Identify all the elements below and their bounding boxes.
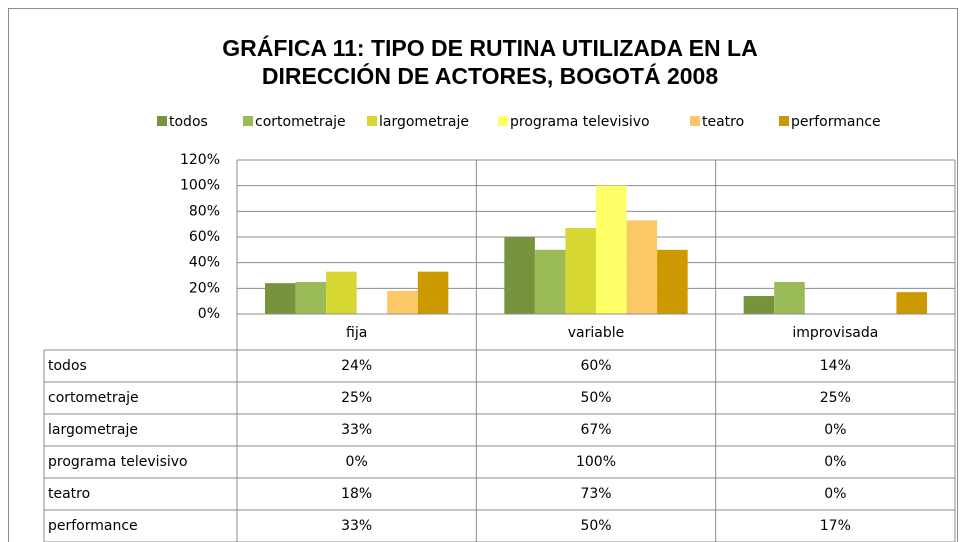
bar: [504, 237, 535, 314]
bar: [896, 292, 927, 314]
table-cell: 0%: [824, 486, 846, 502]
y-tick-label: 0%: [198, 306, 220, 322]
bar: [774, 281, 805, 314]
table-cell: 100%: [576, 454, 616, 470]
legend-label: teatro: [702, 114, 744, 130]
table-row-label: todos: [48, 358, 87, 374]
table-row-label: largometraje: [48, 422, 138, 438]
chart-title: GRÁFICA 11: TIPO DE RUTINA UTILIZADA EN …: [222, 34, 757, 61]
legend-label: performance: [791, 114, 881, 130]
bar: [657, 249, 688, 314]
table-cell: 25%: [341, 390, 372, 406]
table-cell: 50%: [580, 518, 611, 534]
x-tick-label: improvisada: [792, 325, 878, 341]
bar: [326, 271, 357, 314]
y-tick-label: 100%: [180, 178, 220, 194]
table-cell: 67%: [580, 422, 611, 438]
bar: [265, 283, 296, 314]
table-cell: 24%: [341, 358, 372, 374]
bar: [565, 228, 596, 314]
table-cell: 14%: [820, 358, 851, 374]
x-tick-label: variable: [568, 325, 624, 341]
legend-swatch: [157, 116, 167, 126]
legend-swatch: [779, 116, 789, 126]
table-cell: 25%: [820, 390, 851, 406]
chart-border: [8, 8, 958, 542]
bar: [417, 271, 449, 314]
table-cell: 73%: [580, 486, 611, 502]
table-cell: 17%: [820, 518, 851, 534]
legend-swatch: [690, 116, 700, 126]
legend-swatch: [498, 116, 508, 126]
legend-label: todos: [169, 114, 208, 130]
legend-label: largometraje: [379, 114, 469, 130]
legend-label: programa televisivo: [510, 114, 650, 130]
bar: [743, 296, 775, 314]
bar: [534, 249, 566, 314]
table-cell: 0%: [346, 454, 368, 470]
table-row-label: programa televisivo: [48, 454, 188, 470]
x-tick-label: fija: [346, 325, 367, 341]
bar: [596, 185, 627, 314]
table-cell: 33%: [341, 518, 372, 534]
y-tick-label: 20%: [189, 280, 220, 296]
table-cell: 50%: [580, 390, 611, 406]
table-row-label: cortometraje: [48, 390, 139, 406]
legend-swatch: [243, 116, 253, 126]
y-tick-label: 120%: [180, 152, 220, 168]
bar: [387, 290, 418, 314]
bar: [295, 281, 327, 314]
chart-title: DIRECCIÓN DE ACTORES, BOGOTÁ 2008: [262, 62, 718, 89]
table-cell: 33%: [341, 422, 372, 438]
legend-swatch: [367, 116, 377, 126]
table-row-label: teatro: [48, 486, 90, 502]
bar: [626, 220, 658, 314]
table-cell: 0%: [824, 422, 846, 438]
y-tick-label: 80%: [189, 203, 220, 219]
table-cell: 18%: [341, 486, 372, 502]
table-cell: 0%: [824, 454, 846, 470]
table-cell: 60%: [580, 358, 611, 374]
y-tick-label: 40%: [189, 255, 220, 271]
y-tick-label: 60%: [189, 229, 220, 245]
legend-label: cortometraje: [255, 114, 346, 130]
table-row-label: performance: [48, 518, 138, 534]
